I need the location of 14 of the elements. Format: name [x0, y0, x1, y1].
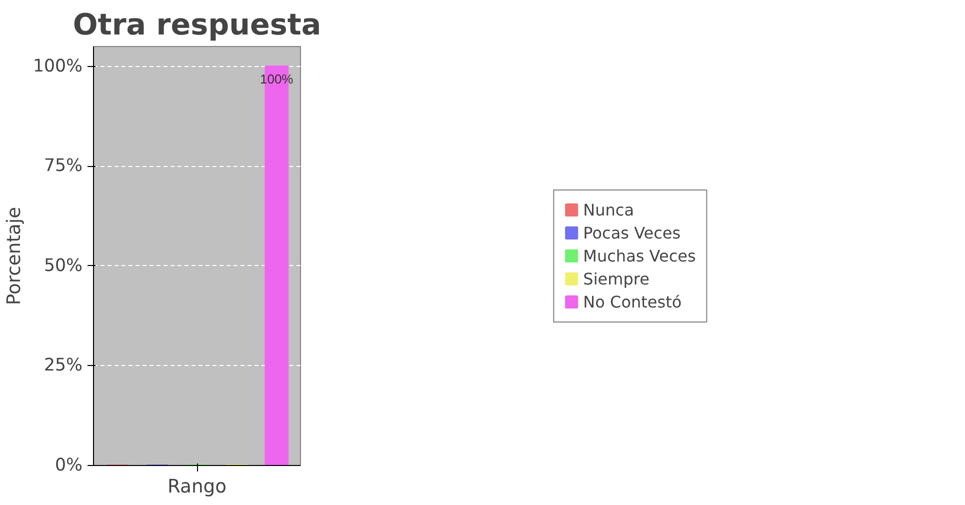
legend-label: Pocas Veces [583, 223, 681, 242]
y-tick-label: 100% [32, 56, 83, 76]
y-tick-label: 75% [44, 156, 82, 176]
legend-label: No Contestó [583, 292, 682, 311]
legend-label: Muchas Veces [583, 246, 696, 265]
data-label: 100% [260, 71, 294, 86]
chart-title: Otra respuesta [72, 8, 322, 42]
y-axis-title: Porcentaje [4, 206, 25, 306]
x-axis-title: Rango [167, 476, 227, 498]
legend-label: Siempre [583, 269, 650, 288]
y-tick-label: 25% [44, 356, 82, 376]
legend-label: Nunca [583, 200, 634, 219]
y-tick-label: 50% [44, 256, 82, 276]
y-tick-label: 0% [55, 456, 83, 476]
